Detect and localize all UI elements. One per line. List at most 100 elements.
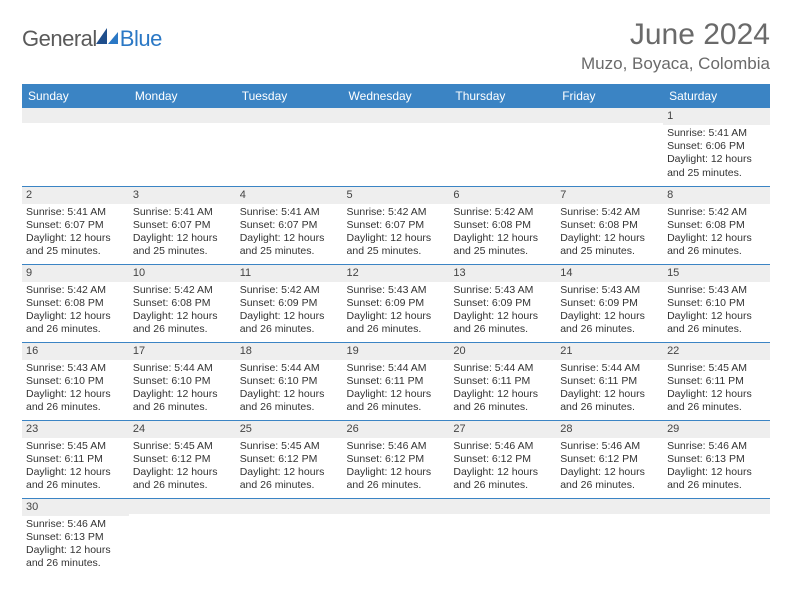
daylight-text-2: and 26 minutes.: [133, 323, 232, 336]
calendar-cell: [22, 108, 129, 186]
daylight-text-1: Daylight: 12 hours: [26, 310, 125, 323]
sunrise-text: Sunrise: 5:44 AM: [560, 362, 659, 375]
daylight-text-2: and 25 minutes.: [347, 245, 446, 258]
col-saturday: Saturday: [663, 84, 770, 108]
day-details: [449, 123, 556, 129]
day-details: Sunrise: 5:41 AMSunset: 6:07 PMDaylight:…: [236, 204, 343, 263]
daylight-text-1: Daylight: 12 hours: [560, 310, 659, 323]
location-text: Muzo, Boyaca, Colombia: [581, 54, 770, 74]
calendar-week: 30Sunrise: 5:46 AMSunset: 6:13 PMDayligh…: [22, 498, 770, 576]
calendar-cell: 15Sunrise: 5:43 AMSunset: 6:10 PMDayligh…: [663, 264, 770, 342]
daylight-text-1: Daylight: 12 hours: [133, 388, 232, 401]
sunrise-text: Sunrise: 5:42 AM: [667, 206, 766, 219]
day-details: Sunrise: 5:44 AMSunset: 6:10 PMDaylight:…: [236, 360, 343, 419]
sunrise-text: Sunrise: 5:42 AM: [133, 284, 232, 297]
sunset-text: Sunset: 6:13 PM: [26, 531, 125, 544]
day-details: Sunrise: 5:41 AMSunset: 6:07 PMDaylight:…: [129, 204, 236, 263]
col-wednesday: Wednesday: [343, 84, 450, 108]
daylight-text-2: and 26 minutes.: [240, 401, 339, 414]
calendar-cell: 12Sunrise: 5:43 AMSunset: 6:09 PMDayligh…: [343, 264, 450, 342]
sunrise-text: Sunrise: 5:43 AM: [453, 284, 552, 297]
daylight-text-2: and 26 minutes.: [667, 323, 766, 336]
sunrise-text: Sunrise: 5:45 AM: [133, 440, 232, 453]
day-number: 25: [236, 421, 343, 438]
daylight-text-2: and 26 minutes.: [560, 323, 659, 336]
day-number: 1: [663, 108, 770, 125]
daylight-text-2: and 26 minutes.: [240, 323, 339, 336]
day-details: [22, 123, 129, 129]
calendar-cell: [343, 108, 450, 186]
sunset-text: Sunset: 6:12 PM: [453, 453, 552, 466]
col-friday: Friday: [556, 84, 663, 108]
calendar-cell: 23Sunrise: 5:45 AMSunset: 6:11 PMDayligh…: [22, 420, 129, 498]
month-title: June 2024: [581, 18, 770, 52]
daylight-text-1: Daylight: 12 hours: [560, 232, 659, 245]
day-number: [449, 108, 556, 123]
day-number: 20: [449, 343, 556, 360]
daylight-text-2: and 26 minutes.: [453, 479, 552, 492]
daylight-text-2: and 26 minutes.: [240, 479, 339, 492]
daylight-text-1: Daylight: 12 hours: [133, 310, 232, 323]
daylight-text-1: Daylight: 12 hours: [667, 310, 766, 323]
calendar-cell: [663, 498, 770, 576]
sunset-text: Sunset: 6:13 PM: [667, 453, 766, 466]
day-number: [556, 108, 663, 123]
sunset-text: Sunset: 6:10 PM: [26, 375, 125, 388]
daylight-text-1: Daylight: 12 hours: [453, 466, 552, 479]
daylight-text-2: and 26 minutes.: [26, 479, 125, 492]
day-details: Sunrise: 5:46 AMSunset: 6:13 PMDaylight:…: [663, 438, 770, 497]
calendar-cell: 28Sunrise: 5:46 AMSunset: 6:12 PMDayligh…: [556, 420, 663, 498]
sail-icon: [96, 28, 118, 44]
daylight-text-1: Daylight: 12 hours: [667, 232, 766, 245]
sunrise-text: Sunrise: 5:41 AM: [133, 206, 232, 219]
daylight-text-2: and 26 minutes.: [133, 479, 232, 492]
sunrise-text: Sunrise: 5:44 AM: [453, 362, 552, 375]
sunset-text: Sunset: 6:12 PM: [133, 453, 232, 466]
sunset-text: Sunset: 6:07 PM: [133, 219, 232, 232]
calendar-cell: 11Sunrise: 5:42 AMSunset: 6:09 PMDayligh…: [236, 264, 343, 342]
day-number: 14: [556, 265, 663, 282]
day-details: Sunrise: 5:46 AMSunset: 6:12 PMDaylight:…: [343, 438, 450, 497]
calendar-cell: 24Sunrise: 5:45 AMSunset: 6:12 PMDayligh…: [129, 420, 236, 498]
calendar-week: 2Sunrise: 5:41 AMSunset: 6:07 PMDaylight…: [22, 186, 770, 264]
day-number: 13: [449, 265, 556, 282]
calendar-cell: 21Sunrise: 5:44 AMSunset: 6:11 PMDayligh…: [556, 342, 663, 420]
day-details: Sunrise: 5:42 AMSunset: 6:07 PMDaylight:…: [343, 204, 450, 263]
day-number: 19: [343, 343, 450, 360]
calendar-cell: 8Sunrise: 5:42 AMSunset: 6:08 PMDaylight…: [663, 186, 770, 264]
sunrise-text: Sunrise: 5:46 AM: [26, 518, 125, 531]
sunset-text: Sunset: 6:07 PM: [347, 219, 446, 232]
sunset-text: Sunset: 6:06 PM: [667, 140, 766, 153]
daylight-text-2: and 26 minutes.: [667, 245, 766, 258]
daylight-text-1: Daylight: 12 hours: [667, 388, 766, 401]
daylight-text-2: and 25 minutes.: [667, 167, 766, 180]
day-number: 6: [449, 187, 556, 204]
day-details: Sunrise: 5:45 AMSunset: 6:11 PMDaylight:…: [663, 360, 770, 419]
day-details: [663, 514, 770, 520]
day-details: [343, 123, 450, 129]
sunrise-text: Sunrise: 5:46 AM: [453, 440, 552, 453]
col-tuesday: Tuesday: [236, 84, 343, 108]
daylight-text-2: and 25 minutes.: [560, 245, 659, 258]
daylight-text-1: Daylight: 12 hours: [133, 232, 232, 245]
daylight-text-1: Daylight: 12 hours: [26, 232, 125, 245]
day-number: [556, 499, 663, 514]
day-number: 22: [663, 343, 770, 360]
day-details: Sunrise: 5:43 AMSunset: 6:10 PMDaylight:…: [663, 282, 770, 341]
day-number: 3: [129, 187, 236, 204]
day-details: Sunrise: 5:42 AMSunset: 6:08 PMDaylight:…: [129, 282, 236, 341]
sunrise-text: Sunrise: 5:41 AM: [26, 206, 125, 219]
sunset-text: Sunset: 6:12 PM: [560, 453, 659, 466]
daylight-text-2: and 25 minutes.: [240, 245, 339, 258]
calendar-cell: 9Sunrise: 5:42 AMSunset: 6:08 PMDaylight…: [22, 264, 129, 342]
sunset-text: Sunset: 6:08 PM: [133, 297, 232, 310]
logo-text-blue: Blue: [120, 26, 162, 52]
daylight-text-2: and 26 minutes.: [347, 401, 446, 414]
day-details: Sunrise: 5:43 AMSunset: 6:10 PMDaylight:…: [22, 360, 129, 419]
day-number: 27: [449, 421, 556, 438]
daylight-text-1: Daylight: 12 hours: [560, 388, 659, 401]
day-details: [236, 514, 343, 520]
calendar-cell: [236, 498, 343, 576]
daylight-text-2: and 25 minutes.: [133, 245, 232, 258]
sunrise-text: Sunrise: 5:46 AM: [560, 440, 659, 453]
